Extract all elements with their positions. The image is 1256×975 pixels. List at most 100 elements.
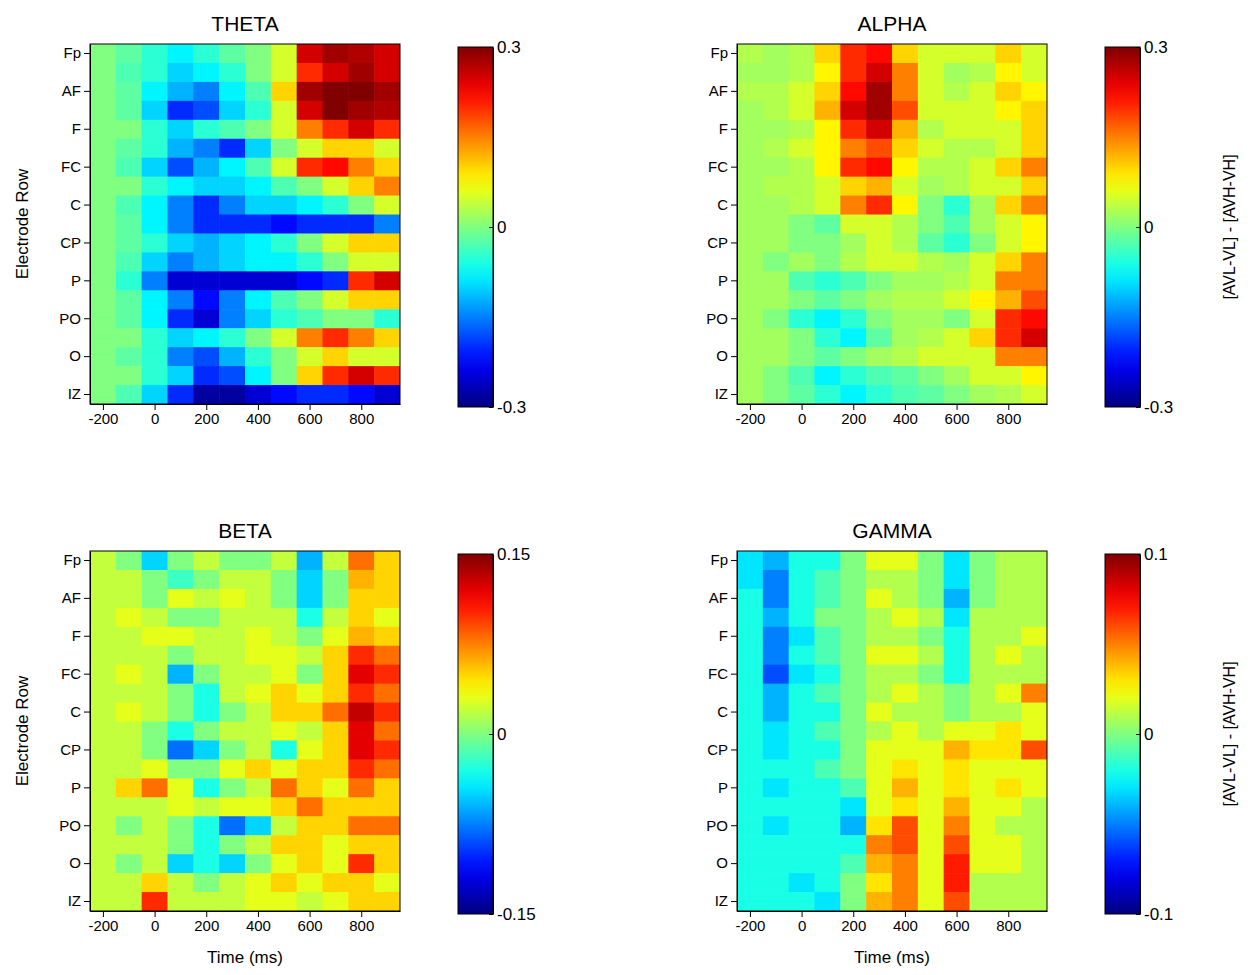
y-tick: IZ — [715, 385, 737, 402]
cell — [193, 778, 219, 798]
cell — [892, 570, 918, 590]
cell — [840, 703, 866, 723]
cell — [219, 722, 245, 742]
cell — [789, 665, 815, 685]
colorbar-tick-mark — [1136, 734, 1140, 735]
cell — [815, 215, 841, 235]
cell — [789, 892, 815, 911]
cell — [944, 665, 970, 685]
cell — [1021, 309, 1047, 329]
cell — [297, 215, 323, 235]
cell — [944, 570, 970, 590]
cell — [245, 158, 271, 178]
cell — [840, 627, 866, 647]
cell — [1021, 589, 1047, 609]
x-tick: 600 — [298, 911, 323, 934]
cell — [944, 82, 970, 102]
colorbar-tick-mark — [1136, 47, 1140, 48]
y-tick-mark — [731, 167, 737, 168]
y-tick: F — [719, 120, 737, 137]
cell — [995, 63, 1021, 83]
cell — [142, 797, 168, 817]
y-tick-label: FC — [708, 665, 728, 682]
cell — [815, 665, 841, 685]
cell — [789, 309, 815, 329]
cell — [866, 82, 892, 102]
y-tick: O — [716, 854, 737, 871]
cell — [168, 328, 194, 348]
y-tick-mark — [731, 598, 737, 599]
cell — [374, 215, 400, 235]
y-tick-mark — [84, 205, 90, 206]
cell — [995, 271, 1021, 291]
cell — [737, 290, 763, 310]
y-tick-mark — [731, 636, 737, 637]
cell — [348, 684, 374, 704]
y-tick: P — [718, 272, 737, 289]
cell — [892, 233, 918, 253]
cell — [789, 740, 815, 760]
cell — [763, 328, 789, 348]
cell — [168, 816, 194, 836]
cell — [245, 271, 271, 291]
x-axis: -2000200400600800 — [735, 911, 1047, 934]
cell — [323, 44, 349, 64]
y-tick-label: FC — [61, 665, 81, 682]
cell — [348, 551, 374, 571]
cell — [374, 366, 400, 386]
y-tick: CP — [707, 234, 737, 251]
cell — [348, 646, 374, 666]
x-tick-label: 800 — [349, 917, 374, 934]
x-tick: 200 — [194, 911, 219, 934]
cell — [892, 309, 918, 329]
cell — [840, 816, 866, 836]
cell — [271, 551, 297, 571]
cell — [271, 63, 297, 83]
cell — [90, 551, 116, 571]
cell — [245, 82, 271, 102]
cell — [840, 740, 866, 760]
cell — [348, 309, 374, 329]
cell — [789, 196, 815, 216]
x-tick-label: 400 — [893, 917, 918, 934]
cell — [815, 740, 841, 760]
y-axis: FpAFFFCCCPPPOOIZ — [706, 551, 737, 911]
colorbar: -0.1500.15 — [458, 545, 536, 924]
axis-line — [493, 555, 494, 915]
cell — [763, 252, 789, 272]
cell — [944, 328, 970, 348]
cells — [90, 551, 400, 911]
cell — [763, 570, 789, 590]
figure: -2000200400600800FpAFFFCCCPPPOOIZTHETAEl… — [0, 0, 1256, 975]
cell — [918, 177, 944, 197]
y-tick-mark — [84, 901, 90, 902]
cell — [892, 82, 918, 102]
y-tick-mark — [84, 129, 90, 130]
cell — [90, 589, 116, 609]
cell — [245, 252, 271, 272]
y-tick-mark — [731, 560, 737, 561]
colorbar-title: [AVL-VL] - [AVH-VH] — [1221, 154, 1238, 299]
cell — [970, 385, 996, 404]
cell — [323, 854, 349, 874]
colorbar-tick: 0.3 — [489, 38, 521, 57]
cell — [918, 271, 944, 291]
cell — [323, 759, 349, 779]
cell — [892, 385, 918, 404]
y-tick: F — [72, 627, 90, 644]
cell — [374, 101, 400, 121]
cell — [737, 252, 763, 272]
cell — [995, 347, 1021, 367]
y-tick-label: Fp — [63, 44, 81, 61]
cell — [840, 309, 866, 329]
cell — [323, 139, 349, 159]
cell — [995, 892, 1021, 911]
cell — [219, 196, 245, 216]
cell — [297, 722, 323, 742]
cell — [918, 101, 944, 121]
cell — [970, 82, 996, 102]
cell — [892, 101, 918, 121]
cell — [737, 271, 763, 291]
cell — [142, 759, 168, 779]
cell — [789, 703, 815, 723]
